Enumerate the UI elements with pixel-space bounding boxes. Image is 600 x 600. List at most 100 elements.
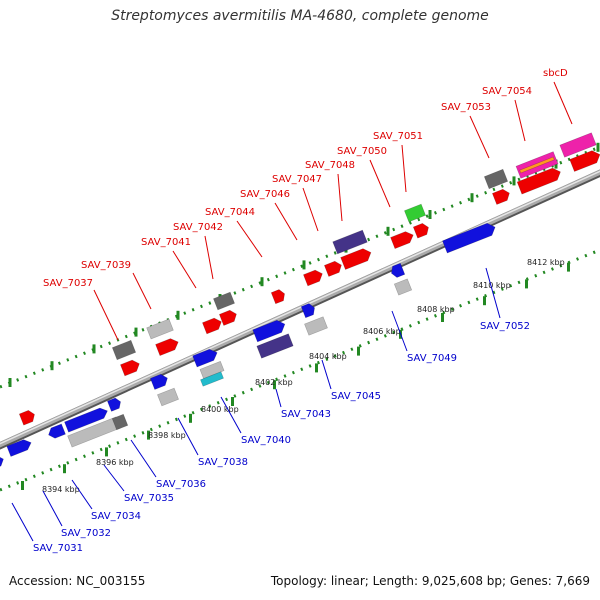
gene-glyph[interactable]: [252, 318, 288, 343]
bottom-gene-label[interactable]: SAV_7045: [331, 391, 381, 402]
bottom-gene-label[interactable]: SAV_7043: [281, 409, 331, 420]
bottom-gene-label[interactable]: SAV_7034: [91, 511, 141, 522]
gene-glyph[interactable]: [516, 166, 563, 195]
gene-glyph[interactable]: [412, 222, 430, 239]
gene-glyph[interactable]: [149, 372, 169, 390]
genome-map[interactable]: 8394 kbp 8396 kbp 8398 kbp 8400 kbp 8402 kbp…: [0, 0, 600, 570]
gene-glyph[interactable]: [202, 316, 223, 335]
bottom-gene-label[interactable]: SAV_7049: [407, 353, 457, 364]
bottom-gene-label[interactable]: SAV_7035: [124, 493, 174, 504]
gene-glyph[interactable]: [300, 302, 317, 319]
gene-glyph[interactable]: [107, 397, 122, 412]
top-gene-label[interactable]: SAV_7042: [173, 222, 223, 233]
bottom-gene-label[interactable]: SAV_7036: [156, 479, 206, 490]
coordinate-tick-label: 8402 kbp: [255, 378, 293, 387]
gene-glyph[interactable]: [491, 187, 511, 205]
top-gene-label[interactable]: SAV_7051: [373, 131, 423, 142]
gene-glyph[interactable]: [146, 318, 174, 340]
gene-glyph[interactable]: [389, 262, 406, 279]
ticks-layer: 8394 kbp 8396 kbp 8398 kbp 8400 kbp 8402 kbp…: [8, 142, 600, 494]
gene-glyph[interactable]: [120, 358, 141, 377]
gene-glyph[interactable]: [155, 336, 181, 357]
gene-glyph[interactable]: [332, 229, 368, 255]
gene-glyph[interactable]: [256, 333, 294, 359]
axis-tick-top: [50, 361, 54, 371]
gene-glyph[interactable]: [47, 423, 66, 440]
gene-glyph[interactable]: [559, 132, 597, 158]
top-gene-label[interactable]: SAV_7041: [141, 237, 191, 248]
axis-tick-bottom: [357, 346, 360, 356]
top-gene-leader-line: [369, 159, 391, 208]
gene-glyph[interactable]: [192, 347, 220, 368]
gene-glyph[interactable]: [111, 413, 129, 431]
coordinate-tick-label: 8394 kbp: [42, 485, 80, 494]
axis-tick-bottom: [567, 262, 570, 272]
top-gene-leader-line: [204, 235, 214, 280]
axis-tick-top: [176, 310, 180, 320]
gene-glyph[interactable]: [64, 406, 110, 433]
axis-tick-top: [512, 176, 516, 186]
axis-tick-bottom: [525, 279, 528, 289]
gene-glyph[interactable]: [218, 308, 238, 326]
top-gene-label[interactable]: SAV_7037: [43, 278, 93, 289]
bottom-gene-label[interactable]: SAV_7040: [241, 435, 291, 446]
gene-glyph[interactable]: [213, 291, 235, 311]
top-gene-label[interactable]: SAV_7039: [81, 260, 131, 271]
bottom-gene-leader-line: [130, 439, 157, 478]
top-gene-leader-line: [236, 220, 263, 258]
gene-glyph[interactable]: [303, 268, 324, 287]
axis-tick-top: [428, 210, 432, 219]
top-gene-label[interactable]: SAV_7053: [441, 102, 491, 113]
bottom-gene-label[interactable]: SAV_7052: [480, 321, 530, 332]
gene-glyph[interactable]: [393, 278, 413, 296]
axis-tick-bottom: [21, 481, 24, 490]
top-gene-label[interactable]: SAV_7048: [305, 160, 355, 171]
top-gene-label[interactable]: SAV_7046: [240, 189, 290, 200]
gene-glyph[interactable]: [442, 221, 497, 254]
coordinate-tick-label: 8400 kbp: [201, 405, 239, 414]
bottom-gene-label[interactable]: SAV_7031: [33, 543, 83, 554]
gene-glyph[interactable]: [323, 259, 343, 277]
gene-glyph[interactable]: [0, 454, 5, 471]
top-gene-label[interactable]: sbcD: [543, 68, 568, 79]
gene-glyph[interactable]: [199, 360, 225, 380]
top-gene-leader-line: [172, 250, 197, 289]
gene-glyph[interactable]: [340, 246, 374, 270]
bottom-gene-label[interactable]: SAV_7038: [198, 457, 248, 468]
top-gene-label[interactable]: SAV_7054: [482, 86, 532, 97]
gene-glyph[interactable]: [404, 203, 426, 223]
top-gene-label[interactable]: SAV_7044: [205, 207, 255, 218]
bottom-gene-leader-line: [321, 359, 332, 390]
axis-tick-bottom: [273, 380, 276, 390]
axis-tick-bottom: [189, 413, 192, 423]
gene-glyph[interactable]: [304, 316, 328, 336]
axis-tick-bottom: [315, 363, 318, 373]
axis-tick-bottom: [147, 430, 150, 440]
top-gene-leader-line: [302, 187, 319, 232]
coordinate-tick-label: 8410 kbp: [473, 281, 511, 290]
gene-glyph[interactable]: [390, 229, 416, 250]
gene-glyph[interactable]: [483, 168, 509, 190]
coordinate-tick-label: 8408 kbp: [417, 305, 455, 314]
top-gene-label[interactable]: SAV_7050: [337, 146, 387, 157]
gene-glyph[interactable]: [111, 339, 137, 361]
gene-glyph[interactable]: [519, 156, 555, 174]
axis-tick-bottom: [63, 464, 66, 474]
top-gene-label[interactable]: SAV_7047: [272, 174, 322, 185]
bottom-gene-leader-line: [11, 502, 34, 542]
gene-glyph[interactable]: [270, 288, 287, 305]
gene-glyph[interactable]: [18, 409, 36, 426]
bottom-gene-label[interactable]: SAV_7032: [61, 528, 111, 539]
bottom-gene-leader-line: [220, 396, 242, 434]
bottom-gene-leader-line: [71, 479, 93, 510]
gene-glyph[interactable]: [200, 371, 224, 387]
coordinate-tick-label: 8412 kbp: [527, 258, 565, 267]
axis-tick-top: [92, 344, 96, 354]
genome-stats-text: Topology: linear; Length: 9,025,608 bp; …: [270, 574, 590, 588]
gene-glyph[interactable]: [6, 437, 33, 457]
gene-glyph[interactable]: [569, 148, 600, 172]
bottom-gene-leader-line: [275, 388, 282, 408]
bottom-gene-leader-line: [103, 464, 125, 492]
gene-glyph[interactable]: [157, 387, 179, 407]
bottom-gene-leader-line: [485, 267, 501, 319]
